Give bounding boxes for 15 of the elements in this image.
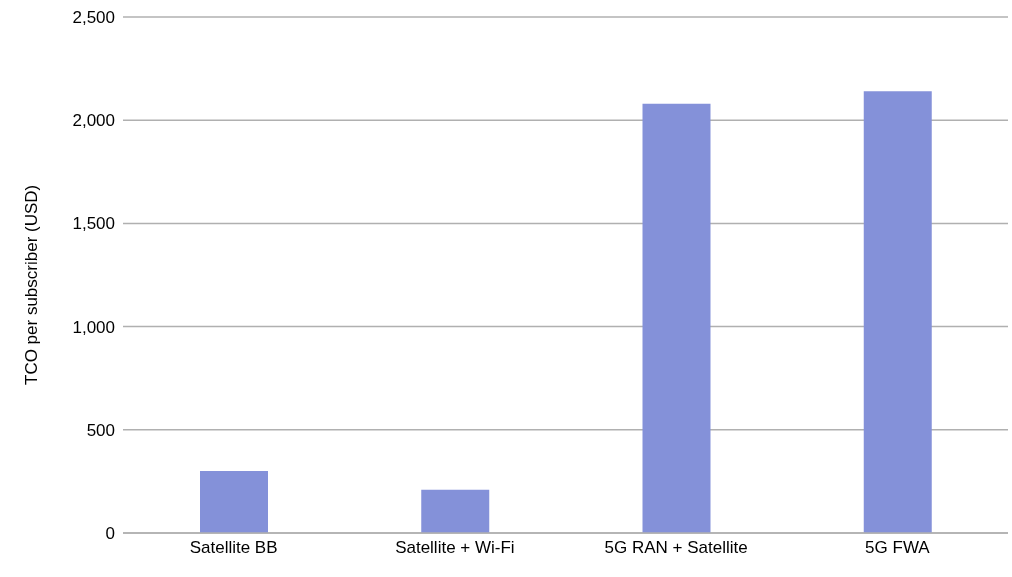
y-tick-label: 2,000 [72, 111, 115, 131]
bar [642, 103, 711, 533]
y-tick-label: 1,000 [72, 317, 115, 337]
x-tick-label: Satellite + Wi-Fi [395, 538, 515, 558]
bar [863, 91, 932, 533]
x-tick-label: 5G FWA [865, 538, 931, 558]
x-tick-label: 5G RAN + Satellite [604, 538, 748, 558]
y-tick-label: 2,500 [72, 8, 115, 28]
bar [200, 471, 268, 533]
y-axis-title: TCO per subscriber (USD) [22, 184, 42, 385]
y-tick-label: 0 [105, 524, 115, 544]
x-tick-label: Satellite BB [189, 538, 278, 558]
bar [421, 489, 490, 533]
y-tick-label: 500 [86, 420, 115, 440]
y-tick-label: 1,500 [72, 214, 115, 234]
